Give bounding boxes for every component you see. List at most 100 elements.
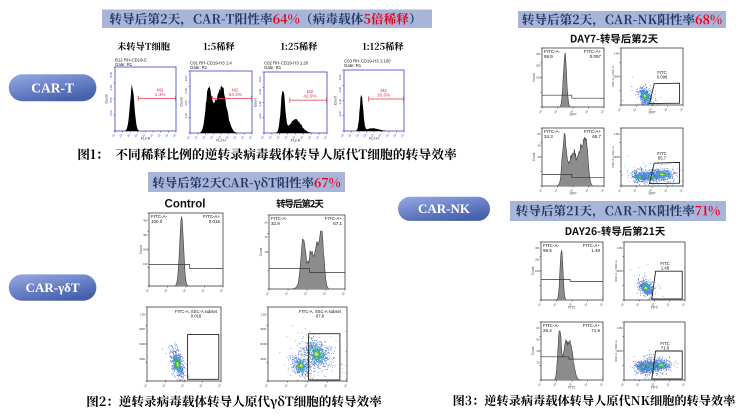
svg-text:2,00: 2,00: [338, 111, 342, 117]
svg-text:600K: 600K: [260, 342, 266, 346]
svg-text:10: 10: [224, 135, 229, 140]
svg-text:32.9: 32.9: [271, 221, 280, 226]
svg-text:10: 10: [322, 291, 327, 296]
svg-text:10: 10: [219, 288, 224, 293]
svg-text:M2: M2: [232, 88, 239, 93]
svg-text:FITC-A-: FITC-A-: [271, 216, 287, 221]
svg-text:FITC-A, SSC-A subset: FITC-A, SSC-A subset: [175, 309, 218, 314]
svg-text:67.1: 67.1: [333, 221, 342, 226]
svg-text:CAR-NK: CAR-NK: [418, 201, 471, 216]
svg-text:300: 300: [143, 233, 148, 237]
svg-text:10: 10: [161, 383, 166, 388]
svg-text:FITC-A+: FITC-A+: [203, 214, 220, 219]
svg-text:10: 10: [163, 288, 168, 293]
svg-text:C02 RH-CD19-H3 1:20: C02 RH-CD19-H3 1:20: [264, 61, 309, 66]
svg-text:Count: Count: [105, 94, 109, 103]
svg-text:Gate: R1: Gate: R1: [344, 63, 362, 68]
svg-text:6,00: 6,00: [258, 88, 262, 94]
svg-text:4,00: 4,00: [258, 101, 262, 107]
svg-text:Count: Count: [254, 98, 258, 107]
svg-text:Count: Count: [139, 245, 143, 254]
svg-text:10: 10: [315, 135, 320, 140]
svg-text:0.098: 0.098: [657, 75, 668, 80]
svg-text:10: 10: [355, 133, 360, 138]
svg-text:Count: Count: [334, 96, 338, 105]
svg-text:300: 300: [536, 52, 541, 56]
svg-text:10: 10: [275, 135, 280, 140]
svg-text:GFP: GFP: [649, 111, 657, 115]
svg-text:900K: 900K: [139, 327, 145, 331]
svg-text:10: 10: [156, 133, 161, 138]
svg-text:40: 40: [265, 235, 268, 239]
svg-text:8,00: 8,00: [109, 72, 113, 78]
svg-text:FL2-H: FL2-H: [291, 138, 301, 142]
svg-text:10: 10: [126, 133, 131, 138]
svg-text:10: 10: [118, 133, 123, 138]
svg-text:10: 10: [291, 135, 296, 140]
svg-text:FL2-H: FL2-H: [216, 138, 226, 142]
svg-text:10: 10: [299, 135, 304, 140]
svg-text:Gate: R1: Gate: R1: [190, 65, 208, 70]
svg-text:10: 10: [284, 291, 289, 296]
svg-text:FL2-H: FL2-H: [369, 136, 379, 140]
svg-text:10: 10: [217, 135, 222, 140]
svg-text:1.0M: 1.0M: [614, 52, 620, 56]
svg-text:10: 10: [149, 133, 154, 138]
svg-text:FSC-A :: FSC-A: FSC-A :: FSC-A: [611, 66, 615, 87]
svg-text:M2: M2: [380, 88, 387, 93]
svg-text:10: 10: [134, 133, 139, 138]
svg-text:10: 10: [385, 133, 390, 138]
svg-text:10: 10: [248, 135, 253, 140]
svg-text:10: 10: [180, 383, 185, 388]
svg-text:8,00: 8,00: [338, 74, 342, 80]
svg-text:0.016: 0.016: [209, 219, 221, 224]
svg-text:C01 RH-CD19-H3 1:4: C01 RH-CD19-H3 1:4: [190, 61, 232, 66]
svg-text:10: 10: [182, 288, 187, 293]
svg-text:10: 10: [193, 135, 198, 140]
svg-text:M2: M2: [307, 89, 314, 94]
svg-text:10: 10: [164, 133, 169, 138]
svg-text:10: 10: [323, 135, 328, 140]
svg-text:200: 200: [536, 64, 541, 68]
svg-text:GFP: GFP: [570, 192, 578, 196]
svg-text:1.2M: 1.2M: [140, 312, 146, 316]
svg-text:10: 10: [303, 291, 308, 296]
svg-text:10: 10: [341, 291, 346, 296]
svg-text:65.7: 65.7: [592, 134, 601, 139]
svg-text:10: 10: [260, 135, 265, 140]
svg-text:10: 10: [268, 135, 273, 140]
svg-text:16.6%: 16.6%: [377, 93, 390, 98]
svg-text:2,00: 2,00: [109, 110, 113, 116]
svg-text:10: 10: [186, 135, 191, 140]
svg-text:M2: M2: [157, 87, 164, 92]
svg-text:99.9: 99.9: [544, 54, 553, 59]
svg-text:2,00: 2,00: [184, 112, 188, 118]
svg-text:10: 10: [111, 133, 116, 138]
svg-text:Count: Count: [532, 73, 536, 82]
svg-text:1.3%: 1.3%: [155, 92, 166, 97]
svg-text:4,00: 4,00: [338, 99, 342, 105]
svg-text:0.016: 0.016: [191, 314, 202, 319]
svg-text:8,00: 8,00: [258, 76, 262, 82]
svg-text:10: 10: [232, 135, 237, 140]
svg-text:C03 RH-CD19-H3 1:100: C03 RH-CD19-H3 1:100: [344, 59, 391, 64]
svg-text:10: 10: [392, 133, 397, 138]
svg-text:10: 10: [172, 133, 177, 138]
svg-text:Gate: R1: Gate: R1: [115, 62, 133, 67]
svg-text:FL2-H: FL2-H: [141, 136, 151, 140]
svg-text:10: 10: [370, 133, 375, 138]
svg-text:6,00: 6,00: [184, 88, 188, 94]
svg-text:20: 20: [265, 250, 268, 254]
svg-text:600K: 600K: [139, 342, 145, 346]
svg-text:10: 10: [340, 133, 345, 138]
svg-text:10: 10: [307, 135, 312, 140]
svg-text:6,00: 6,00: [109, 84, 113, 90]
svg-text:10: 10: [362, 133, 367, 138]
svg-text:CAR-γδT: CAR-γδT: [26, 280, 80, 295]
svg-text:100.0: 100.0: [151, 219, 163, 224]
svg-text:900K: 900K: [260, 327, 266, 331]
svg-text:60: 60: [265, 220, 268, 224]
svg-text:10: 10: [217, 383, 222, 388]
svg-text:10: 10: [198, 383, 203, 388]
svg-text:1.2M: 1.2M: [261, 312, 267, 316]
